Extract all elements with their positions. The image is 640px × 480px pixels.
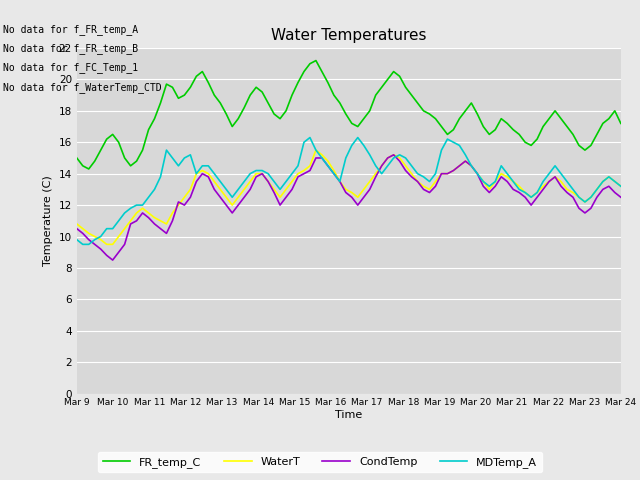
MDTemp_A [617,183,625,189]
WaterT [103,241,111,247]
MDTemp_A [306,135,314,141]
CondTemp [522,194,529,200]
WaterT [540,183,547,189]
MDTemp_A [540,179,547,184]
FR_temp_C [73,155,81,161]
WaterT [509,179,517,184]
Title: Water Temperatures: Water Temperatures [271,28,426,43]
WaterT [617,183,625,189]
CondTemp [540,187,547,192]
WaterT [522,190,529,195]
WaterT [515,183,523,189]
CondTemp [408,174,415,180]
WaterT [408,171,415,177]
CondTemp [486,190,493,195]
Text: No data for f_FR_temp_B: No data for f_FR_temp_B [3,43,138,54]
FR_temp_C [522,139,529,145]
FR_temp_C [509,127,517,132]
FR_temp_C [486,132,493,137]
MDTemp_A [486,183,493,189]
FR_temp_C [617,120,625,126]
FR_temp_C [515,132,523,137]
MDTemp_A [522,190,529,195]
CondTemp [617,194,625,200]
CondTemp [109,257,116,263]
CondTemp [515,190,523,195]
WaterT [73,221,81,227]
WaterT [486,187,493,192]
CondTemp [509,187,517,192]
Line: CondTemp: CondTemp [77,155,621,260]
CondTemp [390,152,397,158]
MDTemp_A [515,187,523,192]
Line: FR_temp_C: FR_temp_C [77,60,621,169]
WaterT [312,147,320,153]
FR_temp_C [540,124,547,130]
MDTemp_A [408,163,415,168]
Line: MDTemp_A: MDTemp_A [77,138,621,244]
FR_temp_C [408,92,415,98]
Line: WaterT: WaterT [77,150,621,244]
MDTemp_A [73,237,81,242]
FR_temp_C [312,58,320,63]
Y-axis label: Temperature (C): Temperature (C) [43,175,53,266]
Text: No data for f_FR_temp_A: No data for f_FR_temp_A [3,24,138,35]
Text: No data for f_WaterTemp_CTD: No data for f_WaterTemp_CTD [3,82,162,93]
X-axis label: Time: Time [335,410,362,420]
Text: No data for f_FC_Temp_1: No data for f_FC_Temp_1 [3,62,138,73]
MDTemp_A [509,179,517,184]
Legend: FR_temp_C, WaterT, CondTemp, MDTemp_A: FR_temp_C, WaterT, CondTemp, MDTemp_A [98,452,542,472]
MDTemp_A [79,241,86,247]
CondTemp [73,226,81,231]
FR_temp_C [85,166,93,172]
